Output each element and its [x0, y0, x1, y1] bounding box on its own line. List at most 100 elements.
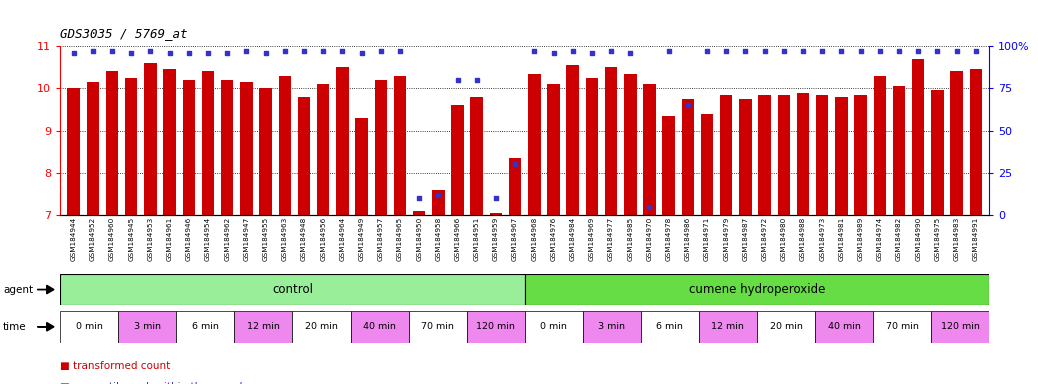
Bar	[509, 158, 521, 215]
Bar	[912, 59, 925, 215]
Bar	[467, 311, 524, 343]
Point	[795, 48, 812, 54]
Bar	[118, 311, 176, 343]
Text: 40 min: 40 min	[827, 322, 861, 331]
Bar	[582, 311, 640, 343]
Point	[84, 48, 101, 54]
Bar	[893, 86, 905, 215]
Bar	[375, 80, 387, 215]
Point	[622, 50, 638, 56]
Bar	[355, 118, 367, 215]
Bar	[854, 95, 867, 215]
Point	[373, 48, 389, 54]
Point	[699, 48, 715, 54]
Point	[872, 48, 889, 54]
Text: 70 min: 70 min	[885, 322, 919, 331]
Point	[967, 48, 984, 54]
Bar	[951, 71, 963, 215]
Bar	[490, 213, 502, 215]
Text: 70 min: 70 min	[421, 322, 454, 331]
Point	[411, 195, 428, 201]
Text: agent: agent	[3, 285, 33, 295]
Bar	[969, 70, 982, 215]
Point	[122, 50, 139, 56]
Bar	[67, 88, 80, 215]
Point	[315, 48, 331, 54]
Bar	[317, 84, 329, 215]
Bar	[413, 211, 426, 215]
Text: GDS3035 / 5769_at: GDS3035 / 5769_at	[60, 27, 188, 40]
Bar	[528, 74, 541, 215]
Point	[949, 48, 965, 54]
Text: 40 min: 40 min	[363, 322, 395, 331]
Bar	[240, 82, 252, 215]
Text: ■ percentile rank within the sample: ■ percentile rank within the sample	[60, 382, 249, 384]
Bar	[432, 190, 444, 215]
Bar	[298, 97, 310, 215]
Point	[430, 192, 446, 198]
Point	[775, 48, 792, 54]
Bar	[60, 311, 118, 343]
Point	[910, 48, 927, 54]
Bar	[816, 95, 828, 215]
Bar	[336, 67, 349, 215]
Bar	[873, 311, 931, 343]
Bar	[815, 311, 873, 343]
Bar	[644, 84, 656, 215]
Bar	[701, 114, 713, 215]
Bar	[409, 311, 467, 343]
Text: control: control	[272, 283, 312, 296]
Bar	[60, 274, 524, 305]
Point	[449, 77, 466, 83]
Bar	[874, 76, 886, 215]
Bar	[452, 105, 464, 215]
Bar	[163, 70, 175, 215]
Bar	[260, 88, 272, 215]
Point	[718, 48, 735, 54]
Text: 120 min: 120 min	[476, 322, 515, 331]
Bar	[757, 311, 815, 343]
Bar	[585, 78, 598, 215]
Text: 0 min: 0 min	[541, 322, 567, 331]
Text: 3 min: 3 min	[598, 322, 625, 331]
Bar	[106, 71, 118, 215]
Bar	[221, 80, 234, 215]
Bar	[144, 63, 157, 215]
Point	[488, 195, 504, 201]
Bar	[605, 67, 618, 215]
Bar	[183, 80, 195, 215]
Point	[199, 50, 216, 56]
Text: 20 min: 20 min	[305, 322, 338, 331]
Point	[660, 48, 677, 54]
Point	[834, 48, 850, 54]
Point	[161, 50, 177, 56]
Text: cumene hydroperoxide: cumene hydroperoxide	[689, 283, 825, 296]
Point	[526, 48, 543, 54]
Text: 120 min: 120 min	[940, 322, 980, 331]
Bar	[547, 84, 559, 215]
Bar	[662, 116, 675, 215]
Point	[334, 48, 351, 54]
Bar	[201, 71, 214, 215]
Point	[391, 48, 408, 54]
Text: 20 min: 20 min	[769, 322, 802, 331]
Point	[852, 48, 869, 54]
Point	[545, 50, 562, 56]
Bar	[931, 91, 944, 215]
Bar	[470, 97, 483, 215]
Bar	[640, 311, 699, 343]
Point	[257, 50, 274, 56]
Text: time: time	[3, 322, 27, 332]
Point	[757, 48, 773, 54]
Point	[142, 48, 159, 54]
Bar	[567, 65, 579, 215]
Point	[603, 48, 620, 54]
Point	[891, 48, 907, 54]
Point	[219, 50, 236, 56]
Bar	[293, 311, 351, 343]
Point	[565, 48, 581, 54]
Bar	[524, 274, 989, 305]
Bar	[739, 99, 752, 215]
Point	[814, 48, 830, 54]
Bar	[777, 95, 790, 215]
